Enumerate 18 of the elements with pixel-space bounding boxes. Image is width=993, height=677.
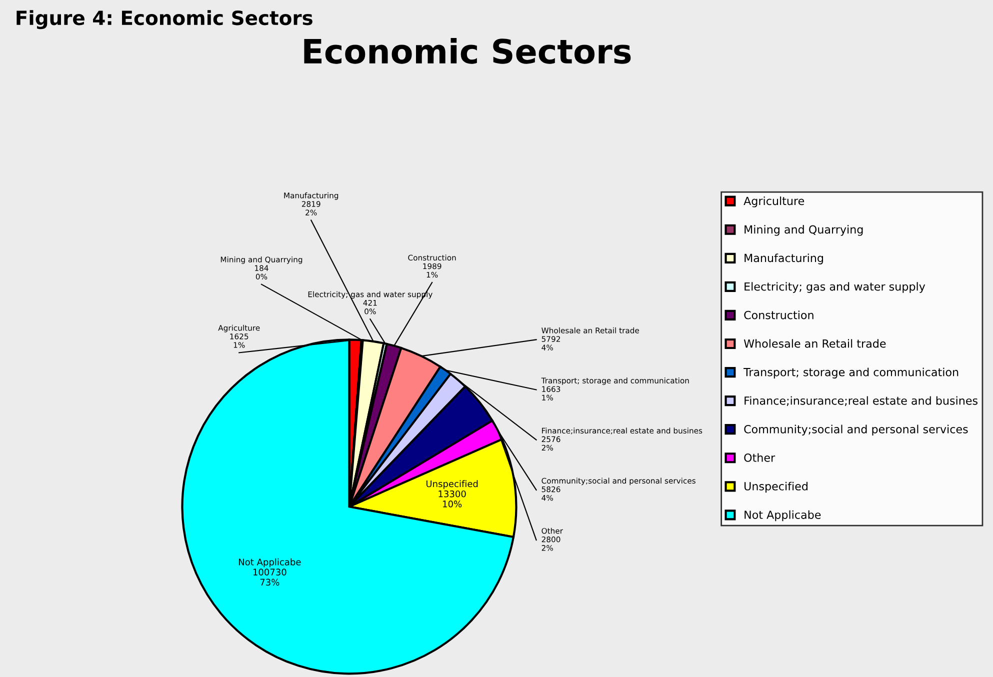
legend-label: Construction [744, 310, 814, 320]
legend-label: Finance;insurance;real estate and busines [744, 396, 978, 406]
legend-label: Other [744, 453, 776, 462]
legend-label: Not Applicabe [744, 510, 821, 522]
slice-label: Unspecified [426, 480, 478, 489]
chart-title: Economic Sectors [304, 38, 631, 64]
data-label: 13300 10% [438, 490, 466, 508]
legend-label: Agriculture [744, 196, 804, 208]
legend-label: Wholesale an Retail trade [744, 339, 886, 348]
legend-label: Electricity; gas and water supply [744, 282, 926, 293]
chart-subtitle: Figure 4: Economic Sectors [16, 10, 312, 30]
legend-label: Community;social and personal services [744, 424, 968, 436]
slice-label: Not Applicabe [238, 558, 301, 568]
legend-label: Manufacturing [744, 254, 823, 264]
data-label: 100730 73% [253, 568, 286, 586]
legend-label: Unspecified [744, 482, 808, 493]
legend-label: Transport; storage and communication [744, 368, 958, 378]
legend-label: Mining and Quarrying [744, 225, 863, 236]
